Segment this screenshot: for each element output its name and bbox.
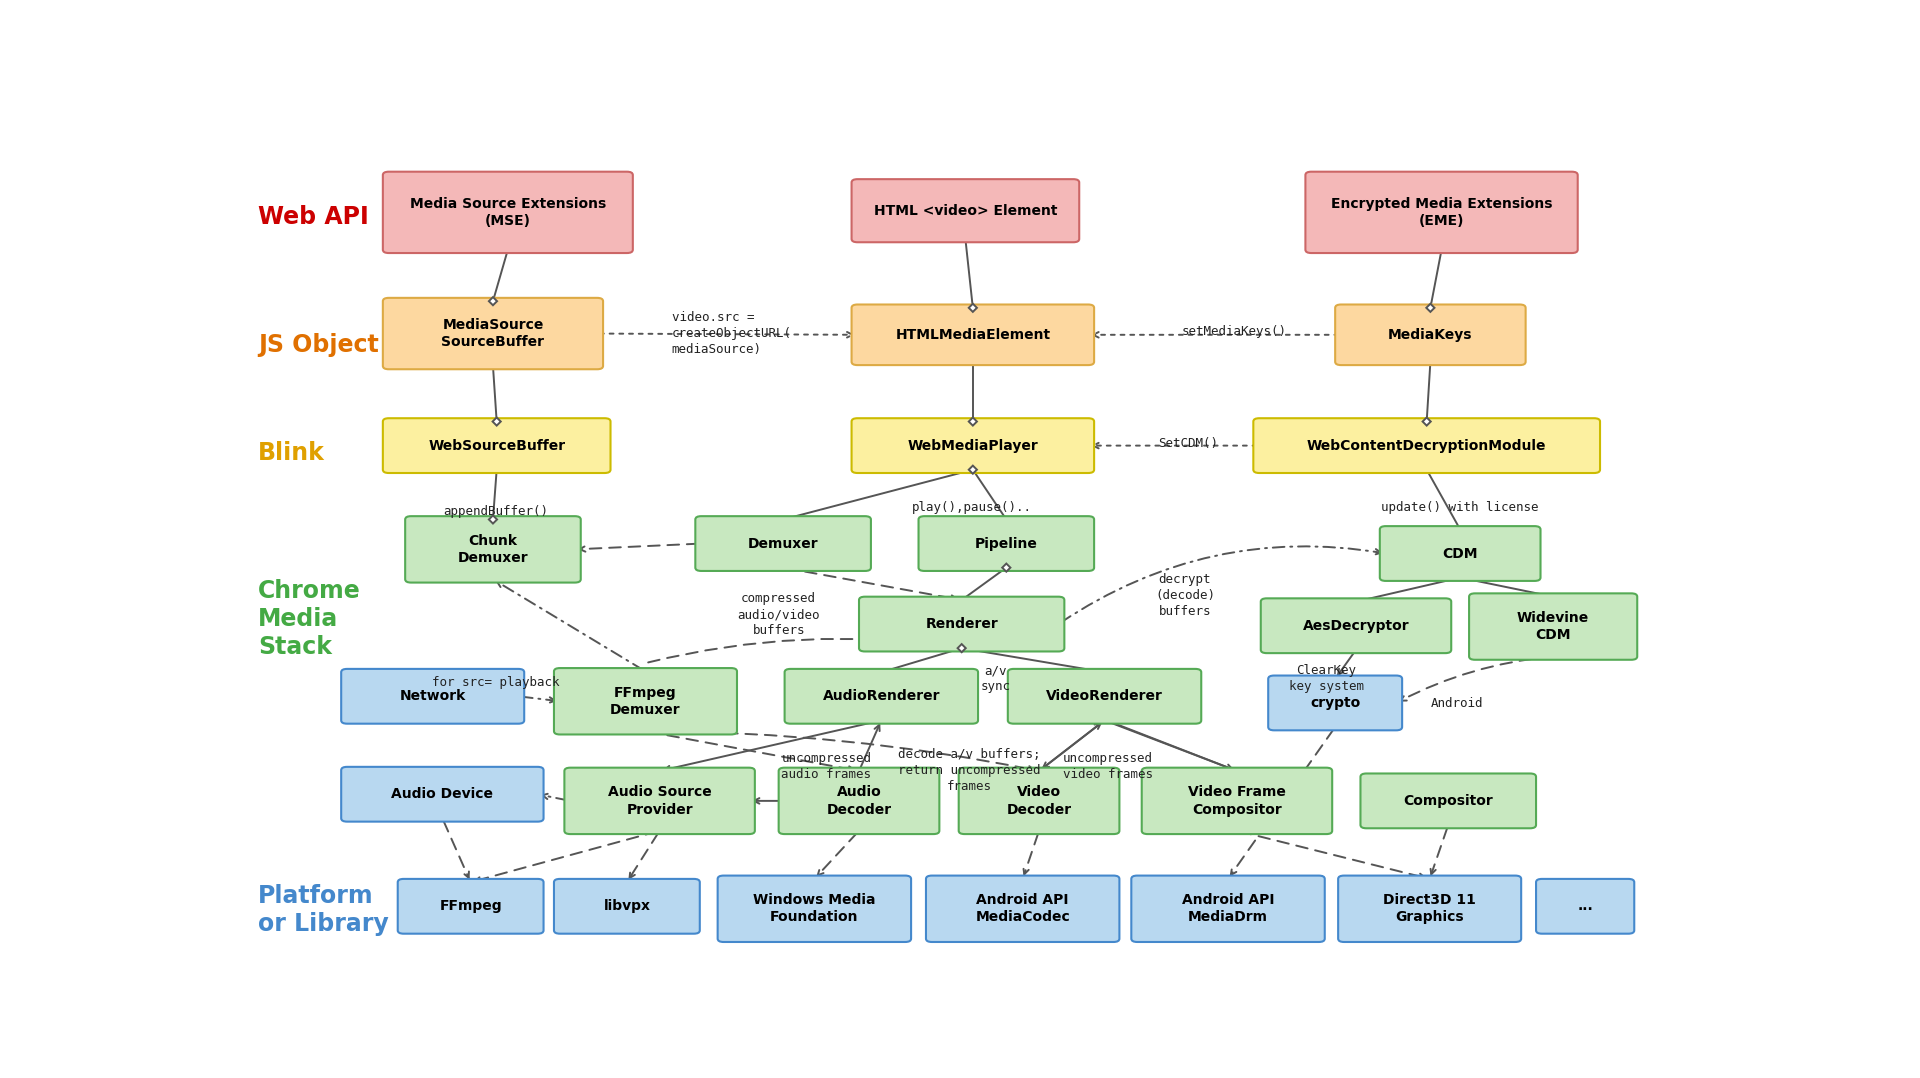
FancyBboxPatch shape [397, 879, 543, 934]
FancyBboxPatch shape [918, 516, 1094, 571]
Text: Audio Device: Audio Device [392, 787, 493, 801]
Polygon shape [490, 515, 497, 524]
Polygon shape [493, 417, 501, 426]
Polygon shape [490, 298, 497, 305]
FancyBboxPatch shape [852, 304, 1094, 365]
Text: libvpx: libvpx [603, 899, 651, 913]
Polygon shape [1002, 564, 1010, 571]
FancyBboxPatch shape [1380, 526, 1540, 581]
FancyBboxPatch shape [1131, 875, 1325, 942]
Text: Network: Network [399, 689, 467, 703]
FancyBboxPatch shape [958, 768, 1119, 834]
FancyBboxPatch shape [1338, 875, 1521, 942]
Polygon shape [970, 304, 977, 312]
Text: Encrypted Media Extensions
(EME): Encrypted Media Extensions (EME) [1331, 196, 1551, 229]
FancyBboxPatch shape [1142, 768, 1332, 834]
FancyBboxPatch shape [405, 516, 580, 582]
Text: uncompressed
audio frames: uncompressed audio frames [781, 752, 872, 782]
Text: FFmpeg
Demuxer: FFmpeg Demuxer [611, 686, 682, 717]
Text: JS Object: JS Object [257, 333, 378, 357]
Text: for src= playback: for src= playback [432, 676, 561, 689]
Text: Audio
Decoder: Audio Decoder [826, 785, 891, 816]
FancyBboxPatch shape [695, 516, 872, 571]
FancyBboxPatch shape [1536, 879, 1634, 934]
Text: WebContentDecryptionModule: WebContentDecryptionModule [1308, 439, 1546, 453]
Text: Platform
or Library: Platform or Library [257, 884, 388, 936]
Text: MediaKeys: MediaKeys [1388, 328, 1473, 342]
Text: SetCDM(): SetCDM() [1158, 438, 1217, 451]
FancyBboxPatch shape [382, 171, 634, 253]
Text: Video Frame
Compositor: Video Frame Compositor [1188, 785, 1286, 816]
Polygon shape [1427, 304, 1434, 312]
FancyBboxPatch shape [780, 768, 939, 834]
Text: Widevine
CDM: Widevine CDM [1517, 611, 1590, 642]
Text: AesDecryptor: AesDecryptor [1302, 619, 1409, 633]
Text: compressed
audio/video
buffers: compressed audio/video buffers [737, 593, 820, 637]
Text: setMediaKeys(): setMediaKeys() [1181, 326, 1286, 338]
Text: Blink: Blink [257, 441, 324, 465]
Text: appendBuffer(): appendBuffer() [444, 505, 549, 517]
Text: Media Source Extensions
(MSE): Media Source Extensions (MSE) [409, 196, 607, 229]
Text: Renderer: Renderer [925, 617, 998, 631]
Text: HTML <video> Element: HTML <video> Element [874, 204, 1058, 218]
Text: decrypt
(decode)
buffers: decrypt (decode) buffers [1156, 573, 1215, 619]
FancyBboxPatch shape [925, 875, 1119, 942]
Text: AudioRenderer: AudioRenderer [822, 689, 941, 703]
Text: video.src =
createObjectURL(
mediaSource): video.src = createObjectURL( mediaSource… [672, 312, 791, 356]
FancyBboxPatch shape [342, 668, 524, 723]
Text: VideoRenderer: VideoRenderer [1046, 689, 1164, 703]
Text: Android API
MediaDrm: Android API MediaDrm [1183, 894, 1275, 925]
Text: update() with license: update() with license [1380, 500, 1540, 513]
FancyBboxPatch shape [858, 597, 1064, 651]
Text: Video
Decoder: Video Decoder [1006, 785, 1071, 816]
Polygon shape [958, 644, 966, 652]
FancyBboxPatch shape [382, 298, 603, 370]
FancyBboxPatch shape [1269, 676, 1402, 730]
Text: ...: ... [1576, 899, 1594, 913]
FancyBboxPatch shape [785, 668, 977, 723]
FancyBboxPatch shape [564, 768, 755, 834]
Text: uncompressed
video frames: uncompressed video frames [1062, 752, 1152, 782]
Text: MediaSource
SourceBuffer: MediaSource SourceBuffer [442, 318, 545, 349]
Text: CDM: CDM [1442, 547, 1478, 561]
FancyBboxPatch shape [852, 418, 1094, 473]
Text: Demuxer: Demuxer [747, 537, 818, 551]
Text: Audio Source
Provider: Audio Source Provider [609, 785, 712, 816]
FancyBboxPatch shape [1008, 668, 1202, 723]
Text: ClearKey
key system: ClearKey key system [1288, 664, 1363, 693]
FancyBboxPatch shape [342, 766, 543, 821]
FancyBboxPatch shape [382, 418, 611, 473]
Text: HTMLMediaElement: HTMLMediaElement [895, 328, 1050, 342]
Text: decode a/v buffers;
return uncompressed
frames: decode a/v buffers; return uncompressed … [899, 748, 1041, 792]
FancyBboxPatch shape [1254, 418, 1599, 473]
Polygon shape [1423, 417, 1430, 426]
Text: Pipeline: Pipeline [975, 537, 1037, 551]
Text: a/v
sync: a/v sync [981, 664, 1012, 693]
FancyBboxPatch shape [1261, 598, 1452, 653]
Text: Chunk
Demuxer: Chunk Demuxer [457, 534, 528, 565]
Text: Windows Media
Foundation: Windows Media Foundation [753, 894, 876, 925]
FancyBboxPatch shape [1361, 774, 1536, 828]
Text: FFmpeg: FFmpeg [440, 899, 501, 913]
FancyBboxPatch shape [555, 879, 699, 934]
Polygon shape [970, 466, 977, 473]
Text: Compositor: Compositor [1404, 793, 1494, 807]
FancyBboxPatch shape [1469, 593, 1638, 660]
Polygon shape [970, 417, 977, 426]
FancyBboxPatch shape [1334, 304, 1526, 365]
FancyBboxPatch shape [718, 875, 912, 942]
FancyBboxPatch shape [852, 179, 1079, 243]
Text: WebMediaPlayer: WebMediaPlayer [908, 439, 1039, 453]
Text: Web API: Web API [257, 205, 369, 229]
Text: Chrome
Media
Stack: Chrome Media Stack [257, 579, 361, 659]
FancyBboxPatch shape [555, 668, 737, 734]
Text: play(),pause()..: play(),pause().. [912, 500, 1033, 513]
FancyBboxPatch shape [1306, 171, 1578, 253]
Text: WebSourceBuffer: WebSourceBuffer [428, 439, 564, 453]
Text: crypto: crypto [1309, 696, 1359, 710]
Text: Direct3D 11
Graphics: Direct3D 11 Graphics [1382, 894, 1476, 925]
Text: Android API
MediaCodec: Android API MediaCodec [975, 894, 1069, 925]
Text: Android: Android [1430, 697, 1484, 710]
